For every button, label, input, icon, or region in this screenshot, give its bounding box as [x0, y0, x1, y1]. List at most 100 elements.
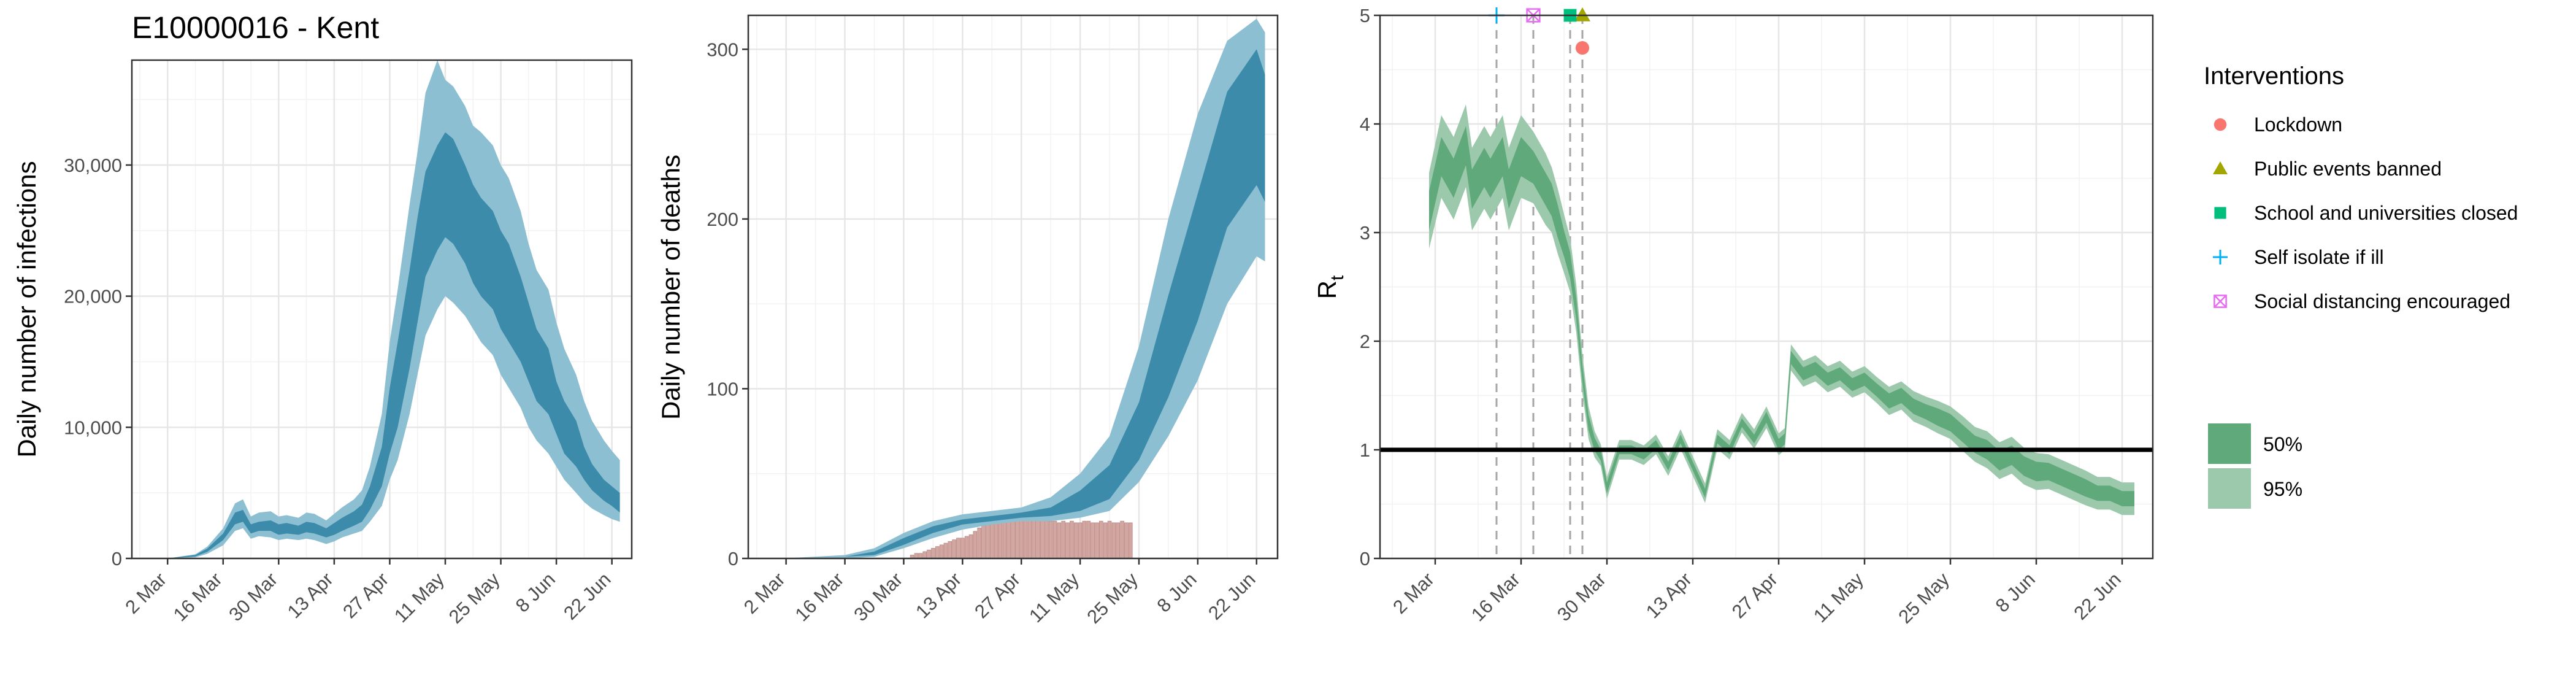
y-axis-label-infections: Daily number of infections	[12, 161, 41, 457]
y-tick-label: 0	[728, 548, 738, 569]
observed-deaths-bar	[1061, 520, 1066, 559]
observed-deaths-bar	[931, 548, 935, 559]
observed-deaths-bar	[1070, 520, 1074, 559]
x-tick-label: 16 Mar	[791, 568, 848, 625]
legend-interventions: Lockdown Public events banned School and u…	[2213, 114, 2518, 312]
x-tick-label: 11 May	[1025, 568, 1083, 627]
y-tick-label: 30,000	[64, 155, 122, 176]
panel-infections-border	[131, 59, 633, 560]
legend-intervention-label: School and universities closed	[2254, 202, 2518, 224]
x-tick-label: 27 Apr	[1728, 568, 1782, 622]
observed-deaths-bar	[1095, 522, 1099, 559]
y-tick-label: 4	[1360, 114, 1370, 135]
observed-deaths-bar	[935, 546, 940, 559]
observed-deaths-bar	[1057, 522, 1062, 559]
observed-deaths-bar	[1107, 520, 1112, 559]
observed-deaths-bar	[981, 524, 986, 559]
legend-intervention-label: Social distancing encouraged	[2254, 290, 2510, 312]
x-tick-label: 13 Apr	[283, 568, 337, 622]
legend-ci: 50% 95%	[2208, 423, 2302, 509]
y-axis-label-rt-main: R	[1313, 280, 1341, 299]
y-tick-label: 10,000	[64, 417, 122, 438]
observed-deaths-bar	[973, 531, 978, 559]
legend-key-95	[2208, 468, 2251, 509]
panel-rt: 2 Mar 16 Mar 30 Mar 13 Apr 27 Apr 11 May 25 Ma…	[1313, 5, 2154, 628]
y-tick-label: 100	[707, 378, 738, 399]
x-tick-label: 13 Apr	[1642, 568, 1696, 622]
observed-deaths-bar	[1027, 517, 1032, 559]
x-tick-label: 2 Mar	[121, 568, 171, 618]
panel-deaths-border	[747, 14, 1279, 560]
x-tick-label: 22 Jun	[2069, 568, 2125, 624]
legend-intervention-label: Public events banned	[2254, 158, 2442, 180]
legend-label-50: 50%	[2263, 433, 2302, 455]
observed-deaths-bar	[1099, 520, 1103, 559]
observed-deaths-bar	[1120, 520, 1124, 559]
x-tick-label: 30 Mar	[1553, 568, 1610, 625]
observed-deaths-bar	[948, 541, 953, 559]
observed-deaths-bar	[1078, 522, 1083, 559]
y-tick-label: 2	[1360, 331, 1370, 352]
panel-rt-border	[1379, 14, 2154, 560]
observed-deaths-bar	[1111, 522, 1116, 559]
x-tick-label: 27 Apr	[970, 568, 1024, 622]
legend-title: Interventions	[2204, 63, 2344, 90]
observed-deaths-bar	[1086, 520, 1091, 559]
x-tick-label: 22 Jun	[1204, 568, 1260, 624]
y-tick-label: 1	[1360, 439, 1370, 461]
y-tick-label: 3	[1360, 222, 1370, 244]
y-axis-label-deaths: Daily number of deaths	[656, 155, 685, 420]
observed-deaths-bar	[977, 527, 982, 559]
x-tick-label: 8 Jun	[1991, 568, 2039, 616]
rt-ci50-band	[1429, 126, 2134, 506]
x-tick-label: 25 May	[1894, 568, 1953, 628]
legend: Interventions Lockdown Public events bann…	[2204, 63, 2518, 509]
observed-deaths-bar	[1091, 522, 1095, 559]
observed-deaths-bar	[1116, 522, 1121, 559]
x-tick-label: 16 Mar	[1467, 568, 1524, 625]
x-tick-label: 8 Jun	[1152, 568, 1200, 616]
observed-deaths-bar	[1129, 522, 1133, 559]
y-tick-label: 0	[1360, 548, 1370, 569]
observed-deaths-bar	[927, 549, 931, 559]
observed-deaths-bar	[1032, 517, 1037, 559]
y-axis-label-rt-sub: t	[1327, 275, 1347, 280]
deaths-ci50-band	[781, 49, 1265, 559]
observed-deaths-bar	[939, 544, 944, 559]
x-tick-label: 2 Mar	[1389, 568, 1438, 618]
intervention-marker	[1575, 41, 1590, 55]
panel-deaths-grid	[748, 15, 1278, 560]
x-tick-label: 30 Mar	[224, 568, 282, 625]
x-tick-label: 13 Apr	[911, 568, 965, 622]
x-tick-label: 30 Mar	[849, 568, 907, 625]
infections-ci50-band	[167, 132, 620, 558]
legend-marker	[2213, 250, 2228, 264]
legend-intervention-label: Lockdown	[2254, 114, 2342, 136]
observed-deaths-bar	[1048, 520, 1053, 559]
x-tick-label: 2 Mar	[740, 568, 789, 618]
legend-label-95: 95%	[2263, 478, 2302, 500]
x-tick-label: 27 Apr	[339, 568, 393, 622]
intervention-marker	[1574, 7, 1590, 21]
observed-deaths-bar	[964, 536, 969, 559]
x-tick-label: 11 May	[1809, 568, 1868, 627]
y-tick-label: 20,000	[64, 286, 122, 307]
observed-deaths-bar	[922, 551, 927, 559]
observed-deaths-bar	[1052, 520, 1057, 559]
infections-ci95-band	[167, 60, 620, 558]
legend-marker	[2214, 118, 2227, 131]
observed-deaths-bar	[1073, 522, 1078, 559]
x-tick-label: 16 Mar	[169, 568, 226, 625]
x-tick-label: 8 Jun	[512, 568, 559, 616]
legend-intervention-label: Self isolate if ill	[2254, 246, 2384, 268]
observed-deaths-bar	[1103, 522, 1108, 559]
panel-deaths: 2 Mar 16 Mar 30 Mar 13 Apr 27 Apr 11 May 25 Ma…	[656, 14, 1279, 628]
x-tick-label: 25 May	[1083, 568, 1142, 628]
observed-deaths-bar	[956, 538, 960, 559]
x-tick-label: 11 May	[390, 568, 448, 627]
y-tick-label: 300	[707, 39, 738, 60]
chart-title: E10000016 - Kent	[132, 10, 379, 45]
x-tick-label: 22 Jun	[559, 568, 615, 624]
